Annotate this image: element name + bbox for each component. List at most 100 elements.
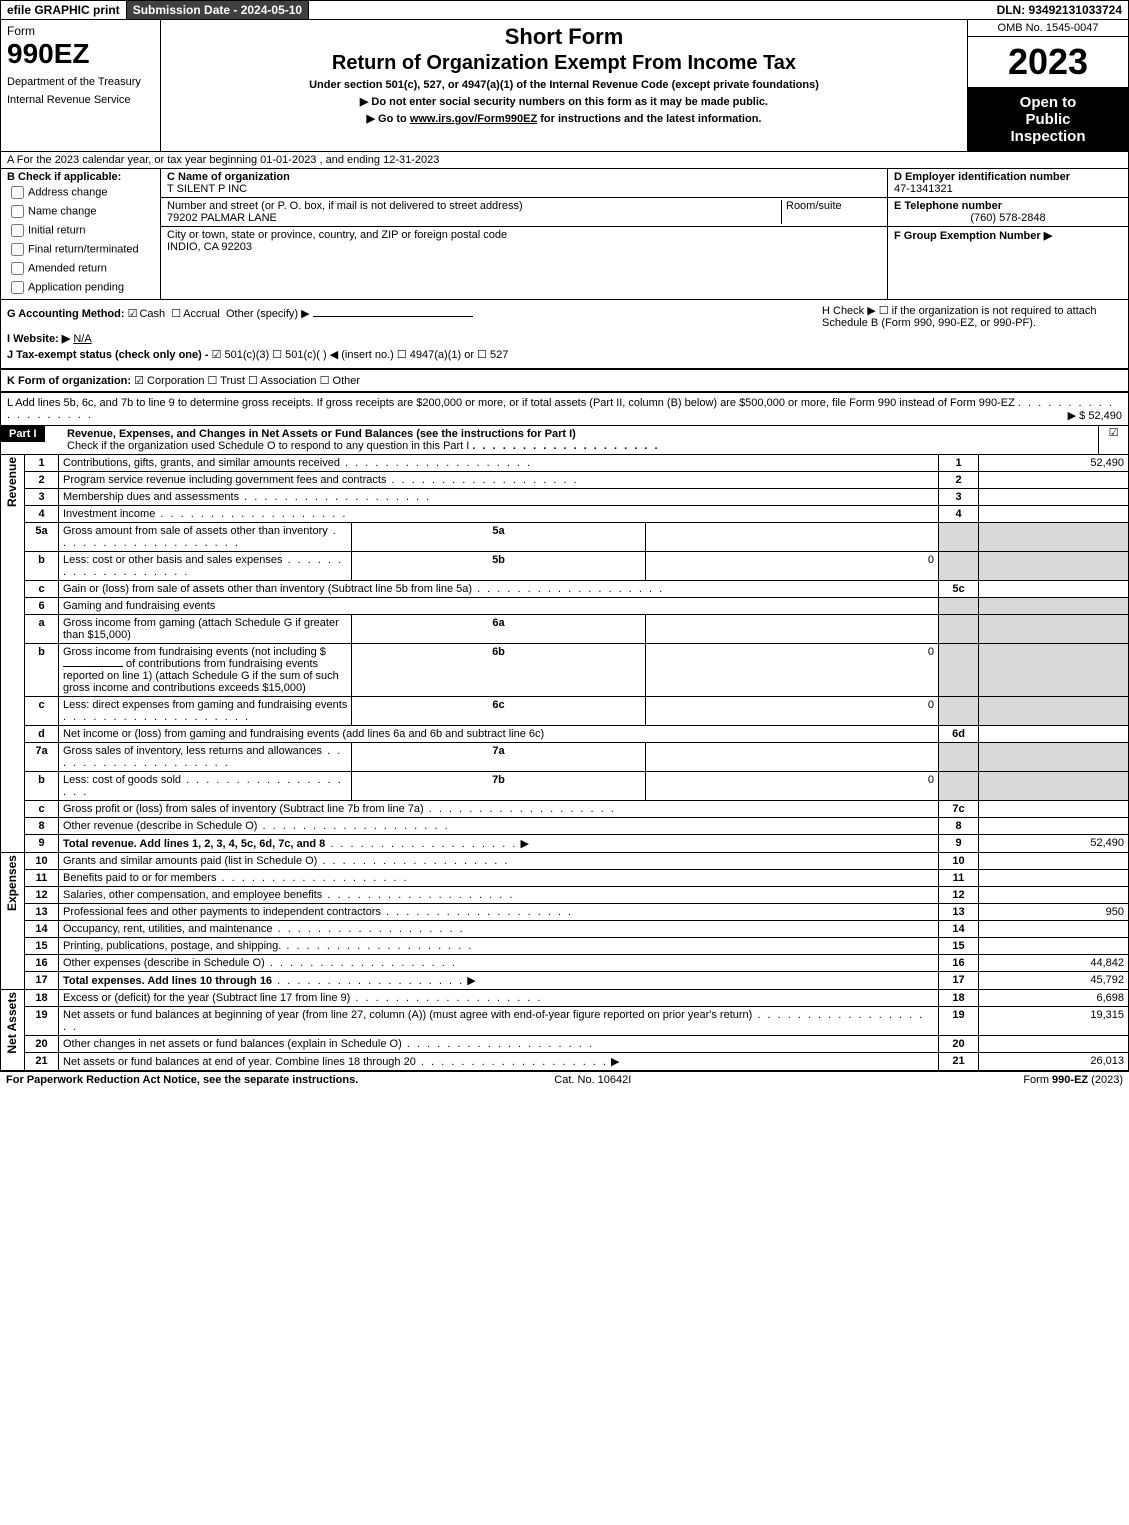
note-link-row: ▶ Go to www.irs.gov/Form990EZ for instru… [167,112,961,125]
f-group-cell: F Group Exemption Number ▶ [888,227,1128,244]
line-6: 6Gaming and fundraising events [1,598,1129,615]
c-name-cell: C Name of organization T SILENT P INC [161,169,887,198]
title-short-form: Short Form [167,24,961,50]
g-label: G Accounting Method: [7,308,125,320]
line-3: 3Membership dues and assessments3 [1,489,1129,506]
amt-19: 19,315 [979,1007,1129,1036]
financial-table: Revenue 1 Contributions, gifts, grants, … [0,455,1129,1071]
group-label: F Group Exemption Number ▶ [894,230,1052,242]
footer-right: Form 990-EZ (2023) [1023,1074,1123,1086]
line-9: 9Total revenue. Add lines 1, 2, 3, 4, 5c… [1,835,1129,853]
j-options[interactable]: ☑ 501(c)(3) ☐ 501(c)( ) ◀ (insert no.) ☐… [212,349,509,361]
page-footer: For Paperwork Reduction Act Notice, see … [0,1071,1129,1088]
c-city-cell: City or town, state or province, country… [161,227,887,255]
street-label: Number and street (or P. O. box, if mail… [167,200,781,212]
section-b: B Check if applicable: Address change Na… [1,169,161,299]
irs-label: Internal Revenue Service [7,94,154,106]
title-return: Return of Organization Exempt From Incom… [167,52,961,75]
line-5a: 5aGross amount from sale of assets other… [1,523,1129,552]
line-7c: cGross profit or (loss) from sales of in… [1,801,1129,818]
k-options[interactable]: ☑ Corporation ☐ Trust ☐ Association ☐ Ot… [134,375,360,387]
line-21: 21Net assets or fund balances at end of … [1,1053,1129,1071]
open-line-3: Inspection [970,128,1126,145]
section-d-f: D Employer identification number 47-1341… [888,169,1128,299]
g-other[interactable]: Other (specify) ▶ [226,308,310,320]
city-value: INDIO, CA 92203 [167,241,881,253]
g-accrual[interactable]: Accrual [171,308,220,320]
ein-value: 47-1341321 [894,183,1122,195]
footer-cat: Cat. No. 10642I [554,1074,631,1086]
expenses-side: Expenses [1,853,25,990]
ein-label: D Employer identification number [894,171,1122,183]
year-block: OMB No. 1545-0047 2023 Open to Public In… [968,20,1128,151]
chk-application-pending[interactable]: Application pending [7,278,154,297]
form-number: 990EZ [7,38,154,70]
c-name-label: C Name of organization [167,171,881,183]
section-k: K Form of organization: ☑ Corporation ☐ … [0,369,1129,392]
line-2: 2Program service revenue including gover… [1,472,1129,489]
j-label: J Tax-exempt status (check only one) - [7,349,209,361]
b-header: B Check if applicable: [7,171,154,183]
efile-label[interactable]: efile GRAPHIC print [1,1,127,19]
line-14: 14Occupancy, rent, utilities, and mainte… [1,921,1129,938]
dln-label: DLN: 93492131033724 [991,1,1128,19]
e-tel-cell: E Telephone number (760) 578-2848 [888,198,1128,227]
amt-13: 950 [979,904,1129,921]
line-17: 17Total expenses. Add lines 10 through 1… [1,972,1129,990]
submission-date: Submission Date - 2024-05-10 [127,1,309,19]
k-label: K Form of organization: [7,375,131,387]
amt-18: 6,698 [979,990,1129,1007]
website-value: N/A [73,333,91,345]
part-1-header: Part I Revenue, Expenses, and Changes in… [0,426,1129,455]
footer-left: For Paperwork Reduction Act Notice, see … [6,1074,358,1086]
part-1-check[interactable]: ☑ [1098,426,1128,454]
dept-label: Department of the Treasury [7,76,154,88]
irs-link[interactable]: www.irs.gov/Form990EZ [410,113,537,125]
room-label: Room/suite [781,200,881,224]
chk-final-return[interactable]: Final return/terminated [7,240,154,259]
g-cash[interactable]: Cash [128,308,166,320]
chk-amended-return[interactable]: Amended return [7,259,154,278]
line-20: 20Other changes in net assets or fund ba… [1,1036,1129,1053]
form-title-block: Short Form Return of Organization Exempt… [161,20,968,151]
line-10: Expenses 10Grants and similar amounts pa… [1,853,1129,870]
omb-number: OMB No. 1545-0047 [968,20,1128,37]
line-1: Revenue 1 Contributions, gifts, grants, … [1,455,1129,472]
line-19: 19Net assets or fund balances at beginni… [1,1007,1129,1036]
g-other-line[interactable] [313,316,473,317]
section-j: J Tax-exempt status (check only one) - ☑… [7,348,1122,361]
chk-initial-return[interactable]: Initial return [7,221,154,240]
c-street-cell: Number and street (or P. O. box, if mail… [161,198,887,227]
org-name: T SILENT P INC [167,183,881,195]
line-15: 15Printing, publications, postage, and s… [1,938,1129,955]
line-6b: bGross income from fundraising events (n… [1,644,1129,697]
form-word: Form [7,24,154,38]
tel-label: E Telephone number [894,200,1122,212]
amt-16: 44,842 [979,955,1129,972]
org-info-row: B Check if applicable: Address change Na… [0,169,1129,300]
line-8: 8Other revenue (describe in Schedule O)8 [1,818,1129,835]
tel-value: (760) 578-2848 [894,212,1122,224]
line-16: 16Other expenses (describe in Schedule O… [1,955,1129,972]
part-1-title: Revenue, Expenses, and Changes in Net As… [61,426,1098,454]
line-11: 11Benefits paid to or for members11 [1,870,1129,887]
street-value: 79202 PALMAR LANE [167,212,781,224]
chk-address-change[interactable]: Address change [7,183,154,202]
form-header: Form 990EZ Department of the Treasury In… [0,20,1129,152]
line-4: 4Investment income4 [1,506,1129,523]
note-link-pre: ▶ Go to [367,113,410,125]
line-6d: dNet income or (loss) from gaming and fu… [1,726,1129,743]
amt-9: 52,490 [979,835,1129,853]
line-5c: cGain or (loss) from sale of assets othe… [1,581,1129,598]
line-7a: 7aGross sales of inventory, less returns… [1,743,1129,772]
line-12: 12Salaries, other compensation, and empl… [1,887,1129,904]
l-amount: ▶ $ 52,490 [1068,409,1122,422]
form-id-block: Form 990EZ Department of the Treasury In… [1,20,161,151]
section-a: A For the 2023 calendar year, or tax yea… [0,152,1129,169]
open-to-public: Open to Public Inspection [968,88,1128,151]
top-bar: efile GRAPHIC print Submission Date - 20… [0,0,1129,20]
amt-1: 52,490 [979,455,1129,472]
tax-year: 2023 [968,37,1128,88]
chk-name-change[interactable]: Name change [7,202,154,221]
section-l: L Add lines 5b, 6c, and 7b to line 9 to … [0,392,1129,426]
